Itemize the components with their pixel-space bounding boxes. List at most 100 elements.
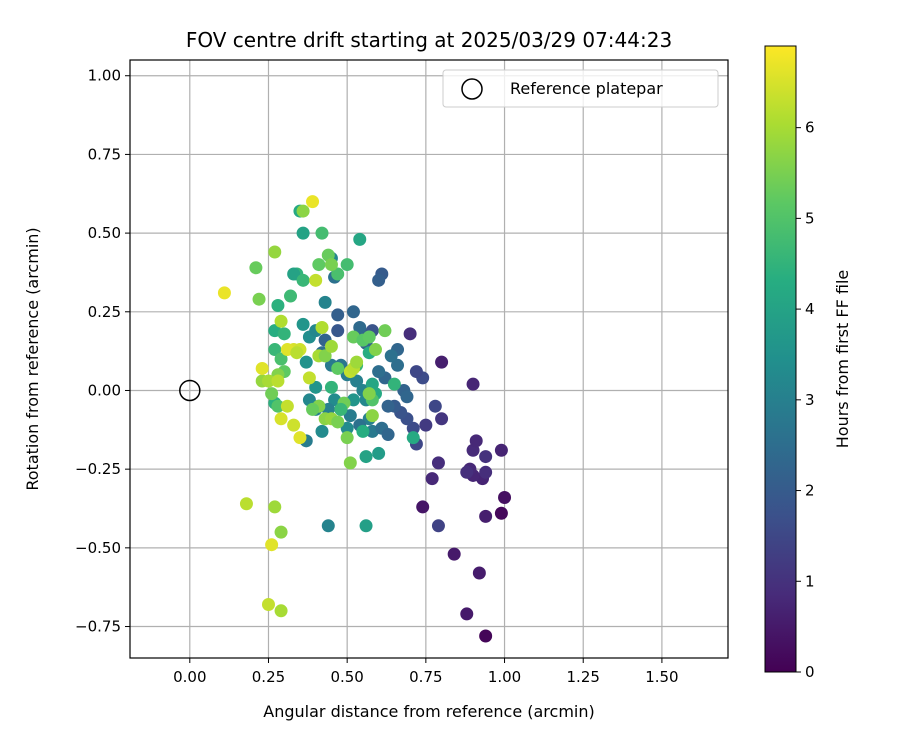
data-point	[479, 509, 493, 523]
data-point	[416, 500, 430, 514]
chart-title: FOV centre drift starting at 2025/03/29 …	[186, 28, 672, 52]
x-tick-label: 1.00	[488, 668, 521, 686]
data-point	[261, 374, 275, 388]
data-point	[460, 607, 474, 621]
x-tick-label: 1.50	[645, 668, 678, 686]
data-point	[299, 355, 313, 369]
data-point	[362, 387, 376, 401]
data-point	[239, 497, 253, 511]
data-point	[284, 289, 298, 303]
data-point	[494, 443, 508, 457]
data-point	[331, 308, 345, 322]
colorbar-tick-label: 4	[805, 300, 815, 318]
data-point	[306, 402, 320, 416]
colorbar-ticks: 0 1 2 3 4 5 6	[796, 119, 815, 681]
data-point	[331, 324, 345, 338]
data-point	[293, 431, 307, 445]
data-point	[268, 500, 282, 514]
data-point	[287, 418, 301, 432]
data-point	[302, 371, 316, 385]
y-tick-label: 0.25	[88, 303, 121, 321]
data-point	[296, 204, 310, 218]
y-tick-label: 1.00	[88, 67, 121, 85]
colorbar-tick-label: 6	[805, 119, 815, 137]
data-point	[428, 399, 442, 413]
data-point	[381, 428, 395, 442]
data-point	[340, 421, 354, 435]
y-tick-label: 0.00	[88, 381, 121, 399]
data-point	[378, 324, 392, 338]
data-point	[287, 267, 301, 281]
data-point	[419, 418, 433, 432]
x-tick-label: 1.25	[567, 668, 600, 686]
data-point	[280, 399, 294, 413]
x-axis-label: Angular distance from reference (arcmin)	[263, 702, 594, 721]
data-point	[494, 506, 508, 520]
data-point	[350, 374, 364, 388]
y-tick-label: −0.75	[75, 618, 121, 636]
data-point	[334, 402, 348, 416]
data-point	[331, 361, 345, 375]
data-point	[309, 273, 323, 287]
data-point	[403, 327, 417, 341]
legend-marker-icon	[461, 78, 483, 100]
data-point	[340, 258, 354, 272]
data-point	[318, 349, 332, 363]
data-point	[277, 327, 291, 341]
data-point	[343, 456, 357, 470]
data-point	[372, 365, 386, 379]
data-point	[384, 349, 398, 363]
data-point	[372, 273, 386, 287]
data-point	[249, 261, 263, 275]
y-tick-label: 0.50	[88, 224, 121, 242]
data-point	[498, 490, 512, 504]
legend-entry-reference: Reference platepar	[510, 79, 663, 98]
legend-box	[442, 69, 719, 108]
data-point	[331, 267, 345, 281]
data-point	[406, 431, 420, 445]
data-point	[431, 456, 445, 470]
data-point	[274, 314, 288, 328]
data-point	[306, 195, 320, 209]
colorbar-label: Hours from first FF file	[833, 270, 852, 449]
colorbar-tick-label: 5	[805, 209, 815, 227]
data-point	[324, 258, 338, 272]
data-point	[324, 380, 338, 394]
y-tick-label: 0.75	[88, 145, 121, 163]
y-axis-label: Rotation from reference (arcmin)	[23, 227, 42, 490]
data-point	[296, 273, 310, 287]
data-point	[290, 346, 304, 360]
data-point	[268, 245, 282, 259]
data-point	[472, 566, 486, 580]
data-point	[217, 286, 231, 300]
data-point	[350, 355, 364, 369]
plot-frame	[129, 59, 729, 659]
data-point	[356, 424, 370, 438]
data-point	[315, 424, 329, 438]
data-point	[274, 412, 288, 426]
data-point	[340, 431, 354, 445]
data-point	[381, 399, 395, 413]
data-point	[346, 305, 360, 319]
data-point	[331, 415, 345, 429]
legend: Reference platepar	[442, 69, 719, 108]
data-point	[261, 597, 275, 611]
data-point	[435, 355, 449, 369]
data-point	[353, 321, 367, 335]
data-point	[296, 226, 310, 240]
data-point	[447, 547, 461, 561]
x-tick-label: 0.75	[409, 668, 442, 686]
data-point	[271, 298, 285, 312]
data-point	[466, 377, 480, 391]
data-point	[315, 226, 329, 240]
data-point	[271, 374, 285, 388]
data-point	[365, 409, 379, 423]
data-point	[343, 409, 357, 423]
data-point	[309, 380, 323, 394]
data-point	[479, 629, 493, 643]
y-tick-label: −0.50	[75, 539, 121, 557]
data-point	[406, 421, 420, 435]
data-point	[479, 450, 493, 464]
x-tick-label: 0.25	[252, 668, 285, 686]
data-point	[362, 330, 376, 344]
